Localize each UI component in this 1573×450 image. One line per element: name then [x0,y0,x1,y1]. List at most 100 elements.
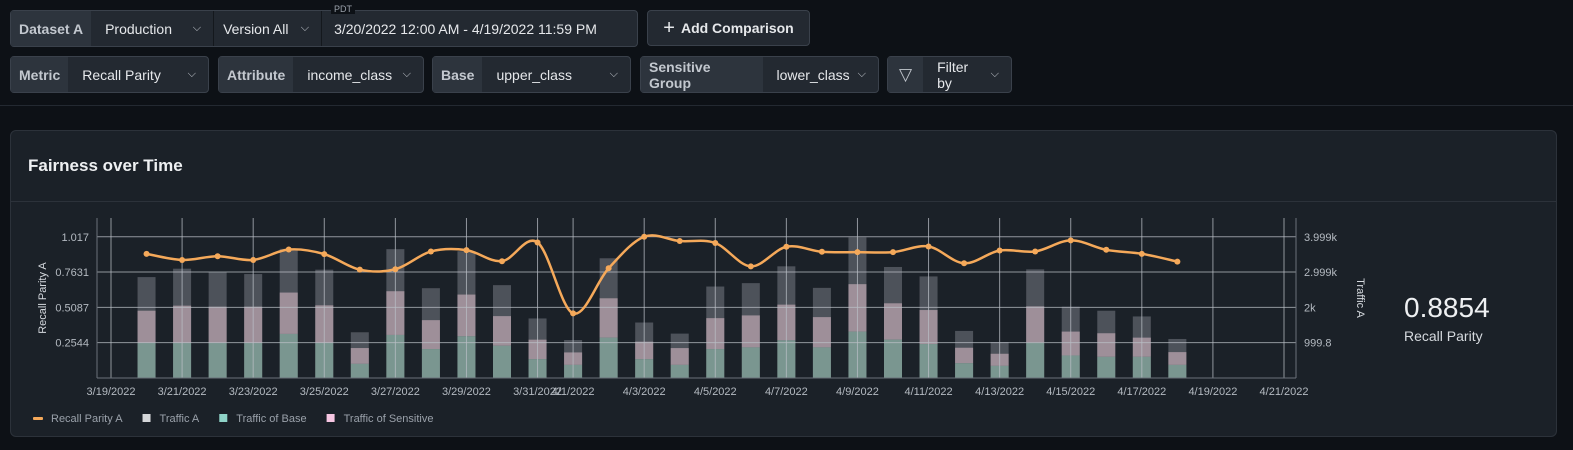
recall-parity-point [641,233,648,240]
recall-parity-point [570,310,577,317]
x-tick-label: 4/17/2022 [1117,386,1166,398]
recall-parity-point [1174,258,1181,265]
base-traffic-bar [955,363,974,378]
x-tick-label: 3/23/2022 [229,386,278,398]
sensitive-traffic-bar [1026,306,1045,343]
x-tick-label: 4/13/2022 [975,386,1024,398]
y2-tick-label: 999.8 [1304,338,1332,350]
base-traffic-bar [137,343,156,378]
sensitive-traffic-bar [279,292,298,334]
y2-axis-label: Traffic A [1354,278,1366,318]
recall-parity-point [1067,237,1074,244]
sensitive-traffic-bar [493,316,511,346]
sensitive-group-value: lower_class [776,66,850,83]
base-traffic-bar [279,333,298,378]
recall-parity-point [534,239,541,246]
chevron-down-icon: ⌵ [990,68,999,80]
y-tick-label: 0.7631 [55,267,89,279]
metric-selector[interactable]: Metric Recall Parity ⌵ [10,56,209,93]
recall-parity-point [961,260,968,267]
legend-label: Recall Parity A [51,413,123,425]
recall-parity-point [1138,250,1145,257]
recall-parity-point [250,256,257,263]
recall-parity-point [463,247,470,254]
metric-value-label: Recall Parity [1404,328,1483,344]
dataset-selector[interactable]: Dataset A Production ⌵ Version All ⌵ 3/20/… [10,10,638,47]
recall-parity-point [747,263,754,270]
attribute-selector[interactable]: Attribute income_class ⌵ [218,56,424,93]
recall-parity-point [1103,246,1110,253]
recall-parity-point [605,265,612,272]
legend-square-swatch [219,414,228,422]
dataset-dropdown[interactable]: Production ⌵ [105,20,202,37]
base-traffic-bar [884,339,902,378]
x-tick-label: 4/21/2022 [1260,386,1309,398]
recall-parity-point [854,249,861,256]
base-traffic-bar [599,337,618,378]
base-selector[interactable]: Base upper_class ⌵ [432,56,631,93]
x-tick-label: 3/25/2022 [300,386,349,398]
chevron-down-icon: ⌵ [402,68,411,80]
metric-label: Metric [11,57,69,92]
x-tick-label: 3/19/2022 [87,386,136,398]
y-tick-label: 0.2544 [55,338,89,350]
divider [0,105,1573,106]
base-traffic-bar [350,363,369,378]
recall-parity-point [143,250,150,257]
base-label: Base [433,57,483,92]
recall-parity-point [783,243,790,250]
sensitive-traffic-bar [670,348,689,365]
recall-parity-point [214,253,221,260]
chevron-down-icon: ⌵ [857,68,866,80]
recall-parity-point [712,240,719,246]
x-tick-label: 4/1/2022 [552,386,595,398]
attribute-label: Attribute [219,57,294,92]
x-tick-label: 4/11/2022 [904,386,952,398]
recall-parity-point [676,238,683,245]
recall-parity-line [146,234,1178,315]
sensitive-group-label: Sensitive Group [641,57,763,92]
y2-tick-label: 2k [1304,302,1316,314]
base-traffic-bar [1097,356,1116,378]
x-tick-label: 3/27/2022 [371,386,420,398]
recall-parity-point [285,246,292,253]
recall-parity-point [499,258,505,265]
base-value: upper_class [496,66,572,83]
version-dropdown[interactable]: Version All ⌵ [213,11,321,46]
plus-icon: + [663,16,675,39]
recall-parity-point [925,243,932,250]
sensitive-traffic-bar [421,320,440,350]
x-tick-label: 4/5/2022 [694,386,737,398]
legend-square-swatch [326,414,335,422]
base-traffic-bar [670,364,689,378]
chevron-down-icon: ⌵ [609,68,618,80]
y2-tick-label: 2.999k [1304,267,1338,279]
filter-by-button[interactable]: ▽ Filter by ⌵ [887,56,1012,93]
legend-label: Traffic of Base [236,413,306,425]
metric-value: Recall Parity [82,66,161,83]
base-traffic-bar [812,347,831,378]
dataset-label: Dataset A [11,11,92,46]
add-comparison-button[interactable]: + Add Comparison [647,10,810,46]
y2-tick-label: 3.999k [1304,232,1338,244]
recall-parity-point [890,249,896,256]
x-tick-label: 4/15/2022 [1046,386,1095,398]
sensitive-traffic-bar [955,347,974,364]
recall-parity-point [996,247,1003,254]
recall-parity-point [321,251,328,258]
base-traffic-bar [741,347,760,378]
x-tick-label: 3/21/2022 [158,386,207,398]
date-range-input[interactable]: 3/20/2022 12:00 AM - 4/19/2022 11:59 PM [321,11,637,46]
sensitive-group-selector[interactable]: Sensitive Group lower_class ⌵ [640,56,879,93]
y-tick-label: 1.017 [61,232,89,244]
base-traffic-bar [1026,342,1045,378]
timezone-label: PDT [331,4,355,14]
legend-line-swatch [33,417,43,420]
sensitive-traffic-bar [884,303,902,340]
sensitive-traffic-bar [812,317,831,348]
filter-label: Filter by [937,58,969,91]
x-tick-label: 4/19/2022 [1188,386,1237,398]
filter-icon: ▽ [888,57,924,92]
base-traffic-bar [1168,364,1187,378]
